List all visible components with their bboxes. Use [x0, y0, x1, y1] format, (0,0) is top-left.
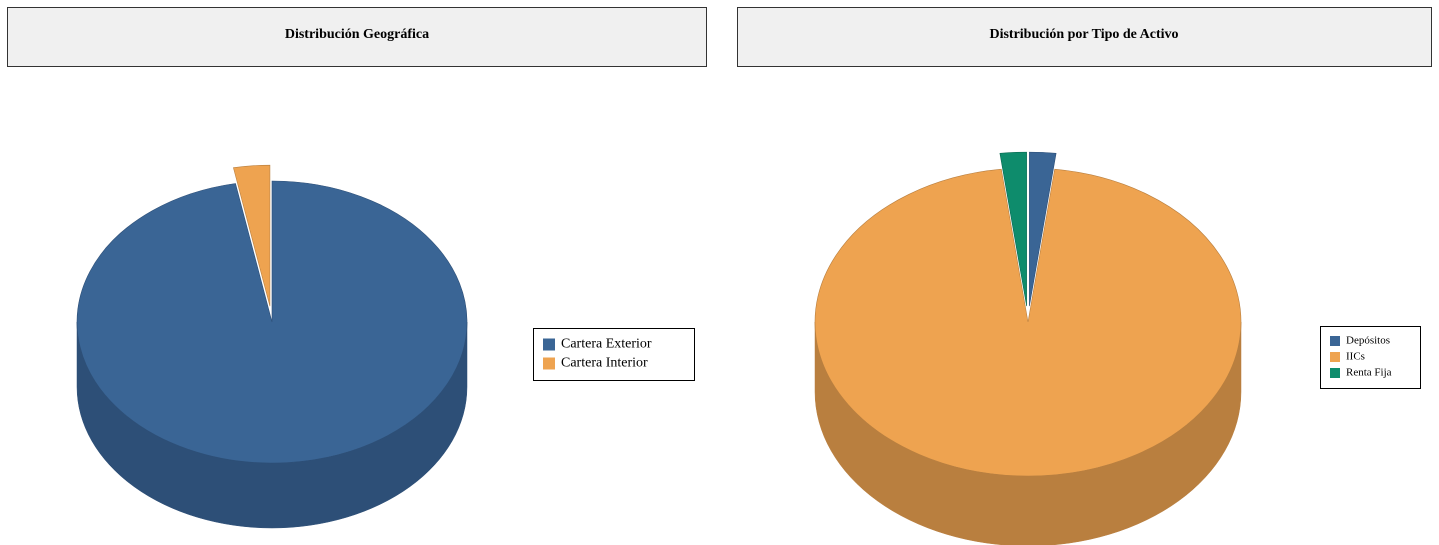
legend-swatch: [1330, 368, 1340, 378]
legend-box: [533, 328, 695, 381]
title-box: [7, 7, 707, 67]
pie-slice: [1029, 151, 1057, 307]
legend-swatch: [543, 357, 555, 370]
pie-slice: [999, 151, 1027, 307]
legend-label: Cartera Interior: [561, 356, 648, 371]
pie-slice: [814, 168, 1242, 477]
legend-swatch: [1330, 352, 1340, 362]
legend-swatch: [1330, 336, 1340, 346]
legend-label: Cartera Exterior: [561, 337, 652, 352]
chart-title: Distribución Geográfica: [285, 27, 429, 42]
legend-label: Depósitos: [1346, 335, 1390, 347]
pie-slice: [233, 164, 271, 307]
chart-title: Distribución por Tipo de Activo: [989, 27, 1178, 42]
legend-swatch: [543, 338, 555, 351]
pie-slice: [76, 180, 468, 464]
legend-label: Renta Fija: [1346, 367, 1392, 379]
legend-label: IICs: [1346, 351, 1365, 363]
title-box: [737, 7, 1432, 67]
